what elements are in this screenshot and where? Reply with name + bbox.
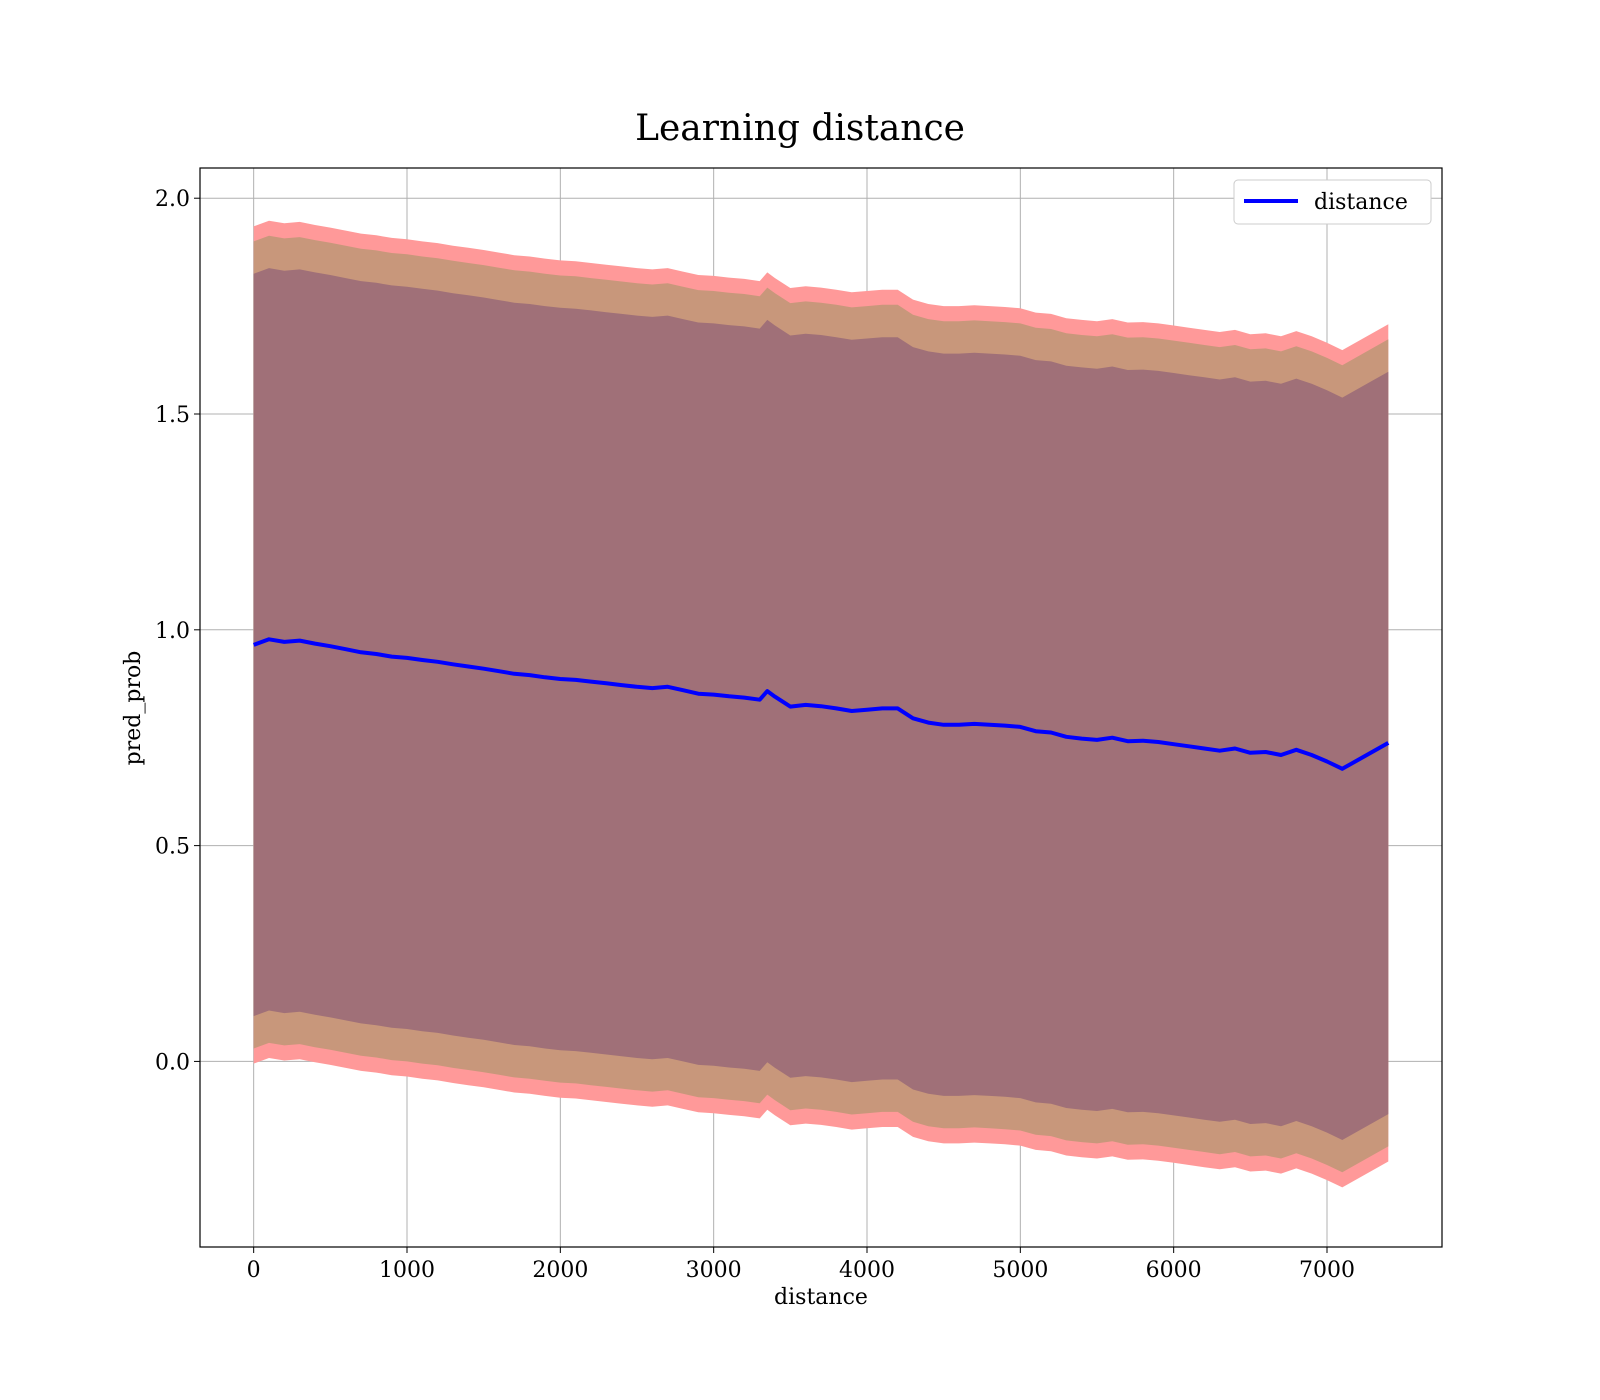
x-tick-label: 3000 <box>686 1258 742 1283</box>
y-tick-label: 0.5 <box>155 835 190 860</box>
y-axis-ticks: 0.0 0.5 1.0 1.5 2.0 <box>155 187 200 1075</box>
x-tick-label: 5000 <box>992 1258 1048 1283</box>
x-tick-label: 0 <box>247 1258 261 1283</box>
plot-frame <box>199 167 1443 1248</box>
y-tick-label: 2.0 <box>155 187 190 212</box>
x-tick-label: 4000 <box>839 1258 895 1283</box>
x-axis-ticks: 0 1000 2000 3000 4000 5000 6000 7000 <box>247 1247 1355 1283</box>
series-line-distance <box>253 637 1390 771</box>
x-tick-label: 1000 <box>379 1258 435 1283</box>
x-tick-label: 2000 <box>532 1258 588 1283</box>
y-tick-label: 1.5 <box>155 403 190 428</box>
uncertainty-bands <box>253 220 1389 1188</box>
x-tick-label: 6000 <box>1146 1258 1202 1283</box>
legend-box <box>1233 179 1432 225</box>
x-axis-label: distance <box>774 1285 868 1310</box>
band-inner <box>253 268 1389 1141</box>
y-tick-label: 1.0 <box>155 619 190 644</box>
chart-title: Learning distance <box>635 108 965 149</box>
y-axis-label: pred_prob <box>121 651 146 766</box>
legend: distance <box>1233 179 1432 225</box>
x-tick-label: 7000 <box>1299 1258 1355 1283</box>
series-lines <box>253 637 1390 771</box>
y-tick-label: 0.0 <box>155 1050 190 1075</box>
legend-label-distance: distance <box>1314 190 1408 215</box>
